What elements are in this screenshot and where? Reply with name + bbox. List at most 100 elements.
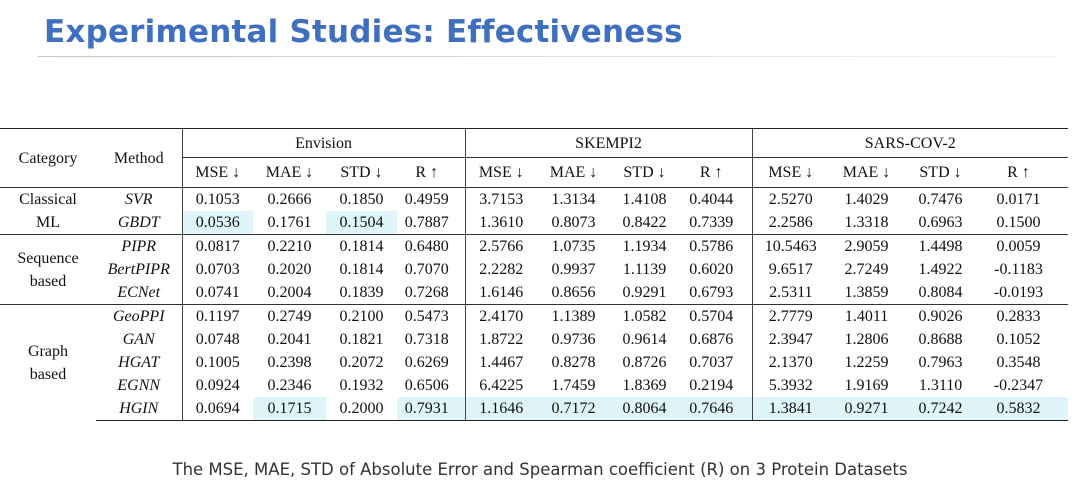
value-cell: 1.4498	[904, 234, 978, 258]
title-divider	[38, 56, 1058, 57]
value-cell: 1.1139	[622, 261, 667, 278]
results-body: Classical ML SVR 0.1053 0.2666 0.1850 0.4959 3.…	[0, 187, 1069, 421]
value-cell: 1.3110	[918, 377, 963, 394]
dataset-header-envision: Envision	[181, 128, 466, 158]
table-row: Graph based GeoPPI 0.1197 0.2749 0.2100 0.5473…	[0, 304, 1069, 421]
value-cell: 0.8064	[610, 397, 680, 421]
table-row: GBDT 0.0536 0.1761 0.1504 0.7887 1.3610 0.8073…	[0, 211, 1068, 235]
dataset-header-skempi2: SKEMPI2	[464, 128, 753, 158]
value-cell: 0.7318	[404, 331, 449, 348]
value-cell: 0.2398	[267, 354, 312, 371]
value-cell: 0.2004	[267, 284, 312, 301]
metric-header: MSE ↓	[181, 157, 253, 188]
table-row: HGIN 0.0694 0.1715 0.2000 0.7931 1.1646 0.7172…	[0, 397, 1069, 421]
metric-header: R ↑	[415, 164, 439, 181]
value-cell: 2.5270	[751, 187, 830, 211]
value-cell: 1.4922	[918, 261, 963, 278]
value-cell: 0.0171	[977, 187, 1069, 211]
value-cell: 0.7339	[689, 214, 734, 231]
value-cell: 0.6269	[404, 354, 449, 371]
method-cell: ECNet	[117, 284, 161, 301]
value-cell: 1.1934	[610, 234, 680, 258]
value-cell: 5.3932	[751, 374, 830, 397]
value-cell: 6.4225	[464, 374, 538, 397]
value-cell: 1.0735	[537, 234, 611, 258]
value-cell: 0.1814	[326, 234, 397, 258]
category-label-line: Graph	[28, 342, 68, 360]
value-cell: 0.0694	[181, 397, 253, 421]
category-label-line: Classical	[19, 191, 77, 208]
value-cell: 1.0582	[610, 304, 680, 328]
method-cell: PIPR	[96, 234, 182, 258]
value-cell: 0.7887	[404, 214, 449, 231]
metric-header: STD ↓	[623, 164, 666, 181]
value-cell: 2.3947	[751, 328, 830, 351]
value-cell: 1.2806	[844, 331, 889, 348]
value-cell: 0.7172	[537, 397, 611, 421]
value-cell: -0.1183	[994, 261, 1043, 278]
value-cell: 0.8726	[622, 354, 667, 371]
metric-header: MAE ↓	[549, 164, 598, 181]
value-cell: 1.3318	[844, 214, 889, 231]
value-cell: 2.5311	[751, 281, 830, 305]
value-cell: 1.2259	[844, 354, 889, 371]
value-cell: 0.8656	[551, 284, 596, 301]
value-cell: 0.2000	[326, 397, 397, 421]
value-cell: 1.8722	[464, 328, 538, 351]
value-cell: 0.2041	[267, 331, 312, 348]
value-cell: 0.2346	[267, 377, 312, 394]
value-cell: 1.6146	[464, 281, 538, 305]
category-label-line: based	[29, 272, 67, 290]
value-cell: 0.8278	[551, 354, 596, 371]
method-header: Method	[96, 128, 182, 188]
table-row: BertPIPR 0.0703 0.2020 0.1814 0.7070 2.2282 0.…	[0, 258, 1068, 281]
value-cell: 0.1932	[339, 377, 384, 394]
value-cell: 0.9937	[551, 261, 596, 278]
value-cell: 0.8688	[918, 331, 963, 348]
value-cell: 0.2666	[253, 187, 326, 211]
value-cell: 0.5786	[679, 234, 753, 258]
table-row: GAN 0.0748 0.2041 0.1821 0.7318 1.8722 0.9736 0…	[0, 328, 1068, 351]
metric-header: MSE ↓	[464, 157, 538, 188]
method-cell: HGAT	[118, 354, 160, 371]
value-cell: 0.1053	[181, 187, 253, 211]
value-cell: 2.1370	[751, 351, 830, 374]
category-cell: Classical ML	[0, 187, 96, 235]
value-cell: 0.5704	[679, 304, 753, 328]
table-caption: The MSE, MAE, STD of Absolute Error and …	[172, 460, 908, 479]
value-cell: 0.9271	[829, 397, 905, 421]
metric-header: MAE ↓	[842, 164, 891, 181]
results-table: Category Method Envision SKEMPI2 SARS-CO…	[0, 128, 1069, 421]
value-cell: 0.3548	[996, 354, 1041, 371]
metric-header: R ↑	[1007, 164, 1030, 181]
value-cell: 0.7268	[404, 284, 449, 301]
value-cell: 0.9291	[622, 284, 667, 301]
value-cell: 0.1839	[339, 284, 384, 301]
value-cell: 0.1005	[181, 351, 253, 374]
value-cell: 0.2194	[689, 377, 734, 394]
metric-header: MAE ↓	[265, 164, 314, 181]
value-cell: -0.2347	[993, 377, 1044, 394]
value-cell: 0.7646	[679, 397, 753, 421]
value-cell: 1.3610	[464, 211, 538, 235]
value-cell: 0.9614	[622, 331, 667, 348]
method-cell: SVR	[96, 187, 182, 211]
value-cell: 0.1504	[326, 211, 397, 235]
value-cell: 2.2586	[751, 211, 830, 235]
category-header: Category	[0, 128, 96, 188]
value-cell: 10.5463	[751, 234, 830, 258]
value-cell: 0.7242	[904, 397, 978, 421]
metric-header: STD ↓	[340, 164, 383, 181]
value-cell: 0.2020	[267, 261, 312, 278]
value-cell: 0.4044	[679, 187, 753, 211]
value-cell: 0.8073	[551, 214, 596, 231]
value-cell: 0.1814	[339, 261, 384, 278]
value-cell: 0.7931	[397, 397, 466, 421]
category-label-line: Sequence	[17, 249, 79, 267]
value-cell: 0.1761	[267, 214, 312, 231]
value-cell: 0.7070	[404, 261, 449, 278]
value-cell: 0.6963	[918, 214, 963, 231]
value-cell: 3.7153	[464, 187, 538, 211]
value-cell: 0.1821	[339, 331, 384, 348]
value-cell: 0.1850	[326, 187, 397, 211]
